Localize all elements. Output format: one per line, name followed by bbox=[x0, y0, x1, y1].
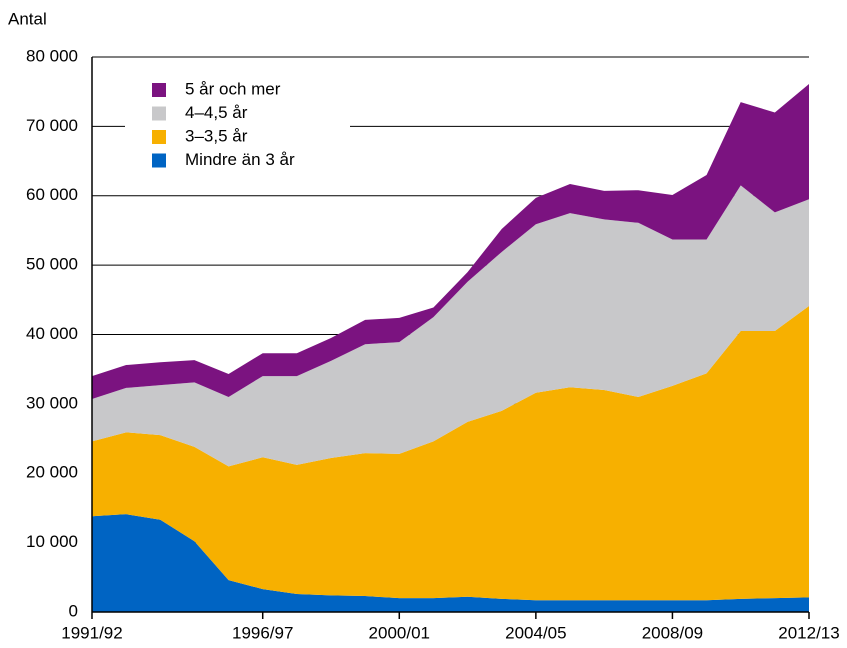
x-tick-label: 2008/09 bbox=[642, 623, 703, 642]
legend-swatch bbox=[152, 83, 166, 97]
area bbox=[92, 306, 809, 601]
legend-label: 5 år och mer bbox=[185, 79, 281, 98]
x-tick-label: 1996/97 bbox=[232, 623, 293, 642]
legend-swatch bbox=[152, 106, 166, 121]
legend-label: 3–3,5 år bbox=[185, 126, 248, 145]
x-tick-label: 2000/01 bbox=[369, 623, 430, 642]
y-tick-label: 80 000 bbox=[26, 46, 78, 65]
x-tick-label: 2004/05 bbox=[505, 623, 566, 642]
legend-label: Mindre än 3 år bbox=[185, 150, 295, 169]
y-tick-label: 70 000 bbox=[26, 116, 78, 135]
area bbox=[92, 84, 809, 400]
y-axis-label: Antal bbox=[8, 9, 47, 28]
area bbox=[92, 514, 809, 612]
legend-swatch bbox=[152, 153, 166, 168]
y-tick-label: 40 000 bbox=[26, 324, 78, 343]
y-tick-label: 60 000 bbox=[26, 185, 78, 204]
x-tick-label: 1991/92 bbox=[61, 623, 122, 642]
x-tick-label: 2012/13 bbox=[778, 623, 839, 642]
legend-swatch bbox=[152, 130, 166, 144]
y-tick-label: 20 000 bbox=[26, 463, 78, 482]
area bbox=[92, 185, 809, 467]
y-tick-label: 0 bbox=[69, 601, 78, 620]
y-tick-label: 30 000 bbox=[26, 393, 78, 412]
y-tick-label: 50 000 bbox=[26, 255, 78, 274]
y-tick-label: 10 000 bbox=[26, 532, 78, 551]
legend-label: 4–4,5 år bbox=[185, 103, 248, 122]
